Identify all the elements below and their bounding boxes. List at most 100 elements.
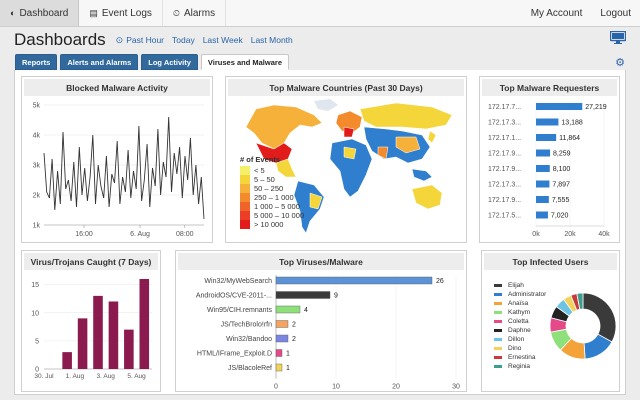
panel-title-requesters: Top Malware Requesters xyxy=(482,79,617,96)
virus-value-label: 1 xyxy=(286,351,290,358)
x-tick-label: 0k xyxy=(532,231,540,238)
range-last-month[interactable]: Last Month xyxy=(250,35,293,45)
list-icon: ▤ xyxy=(89,7,98,18)
map-asia xyxy=(359,102,453,164)
nav-alarms[interactable]: ⏲ Alarms xyxy=(163,0,227,26)
virus-value-label: 4 xyxy=(304,307,308,314)
virus-name-label: AndroidOS/CVE-2011-... xyxy=(196,293,272,300)
panel-blocked-malware: Blocked Malware Activity 1k 2k 3k 4k 5k 16:00… xyxy=(21,76,213,243)
tab-log-activity[interactable]: Log Activity xyxy=(141,54,198,70)
page-header: Dashboards ⊙ Past Hour Today Last Week L… xyxy=(14,30,626,50)
world-map xyxy=(245,99,453,234)
panel-title-countries: Top Malware Countries (Past 30 Days) xyxy=(228,79,464,96)
requester-bar xyxy=(536,165,550,172)
legend-swatch xyxy=(494,329,502,332)
infected-user-name: Kathym xyxy=(508,309,531,316)
panel-malware-countries: Top Malware Countries (Past 30 Days) xyxy=(225,76,467,243)
y-tick-label: 2k xyxy=(33,193,41,200)
settings-cogs-icon[interactable]: ⚙ xyxy=(615,57,625,69)
donut-slice xyxy=(582,292,617,343)
panel-title-viruses: Top Viruses/Malware xyxy=(178,253,464,270)
caught-bar xyxy=(124,329,134,369)
range-today[interactable]: Today xyxy=(172,35,195,45)
x-tick-label: 1. Aug xyxy=(66,373,85,380)
x-tick-label: 5. Aug xyxy=(127,373,146,380)
viruses-chart: 0 10 20 30 Win32/MyWebSearch 26 AndroidOS/CVE-… xyxy=(196,275,460,391)
monitor-icon[interactable] xyxy=(610,31,626,44)
tab-alerts-alarms[interactable]: Alerts and Alarms xyxy=(60,54,139,70)
virus-name-label: JS/BlacoleRef xyxy=(228,365,272,372)
map-legend-item: 1 000 – 5 000 xyxy=(240,202,304,211)
map-oceania xyxy=(411,168,443,210)
nav-my-account-label: My Account xyxy=(530,7,583,19)
requester-bar xyxy=(536,134,557,141)
requesters-chart: 172.17.7... 27,219 172.17.3... 13,188 172.17… xyxy=(488,101,610,238)
infected-user-name: Daphne xyxy=(508,327,531,334)
virus-bar xyxy=(275,291,331,299)
virus-value-label: 1 xyxy=(286,365,290,372)
x-tick-label: 6. Aug xyxy=(130,231,150,238)
infected-users-donut xyxy=(549,292,617,360)
caught-bar xyxy=(93,295,103,369)
caught-bar xyxy=(108,301,119,369)
infected-user-legend-item: Dino xyxy=(494,344,546,353)
panel-title-infected: Top Infected Users xyxy=(484,253,617,270)
map-legend-item: 5 000 – 10 000 xyxy=(240,211,304,220)
map-legend-label: 250 – 1 000 xyxy=(254,193,294,202)
y-tick-label: 0 xyxy=(35,367,39,374)
tab-reports[interactable]: Reports xyxy=(15,54,58,70)
nav-dashboard[interactable]: ◐ Dashboard xyxy=(0,0,80,26)
map-legend-label: 1 000 – 5 000 xyxy=(254,202,300,211)
tab-viruses-malware[interactable]: Viruses and Malware xyxy=(200,54,289,70)
requester-bar xyxy=(536,118,559,126)
infected-user-name: Dino xyxy=(508,345,522,352)
top-navbar: ◐ Dashboard ▤ Event Logs ⏲ Alarms My Accoun… xyxy=(0,0,640,27)
y-tick-label: 1k xyxy=(33,223,41,230)
y-tick-label: 10 xyxy=(31,310,39,317)
nav-event-logs[interactable]: ▤ Event Logs xyxy=(79,0,163,26)
y-tick-label: 15 xyxy=(31,282,39,289)
dashboard-content: Blocked Malware Activity 1k 2k 3k 4k 5k 16:00… xyxy=(14,70,626,395)
virus-bar xyxy=(275,349,283,357)
nav-event-logs-label: Event Logs xyxy=(101,7,152,19)
map-legend-swatch xyxy=(240,220,250,229)
infected-user-name: Reginia xyxy=(508,363,531,370)
infected-user-name: Dillon xyxy=(508,336,525,343)
infected-user-legend-item: Coletta xyxy=(494,317,546,326)
map-legend-item: < 5 xyxy=(240,166,304,175)
map-legend-swatch xyxy=(240,211,250,220)
map-legend-item: 250 – 1 000 xyxy=(240,193,304,202)
y-tick-label: 5k xyxy=(33,103,41,110)
requester-ip-label: 172.17.5... xyxy=(488,213,521,220)
infected-user-legend-item: Dillon xyxy=(494,335,546,344)
nav-logout[interactable]: Logout xyxy=(591,0,640,26)
legend-swatch xyxy=(494,320,502,323)
dashboard-icon: ◐ xyxy=(10,8,16,18)
requester-ip-label: 172.17.7... xyxy=(488,104,521,111)
range-past-hour[interactable]: Past Hour xyxy=(126,35,165,45)
nav-dashboard-label: Dashboard xyxy=(19,7,69,19)
infected-user-name: Coletta xyxy=(508,318,529,325)
requester-ip-label: 172.17.3... xyxy=(488,182,521,189)
map-legend-label: > 10 000 xyxy=(254,220,284,229)
legend-swatch xyxy=(494,284,502,287)
infected-user-legend-item: Anaïsa xyxy=(494,299,546,308)
x-tick-label: 08:00 xyxy=(176,231,194,238)
requester-value-label: 11,864 xyxy=(559,135,580,142)
requester-bar xyxy=(536,196,549,203)
infected-user-legend-item: Reginia xyxy=(494,362,546,371)
infected-user-name: Elijah xyxy=(508,282,524,289)
x-tick-label: 30 xyxy=(452,384,460,391)
range-last-week[interactable]: Last Week xyxy=(202,35,243,45)
donut-slice xyxy=(576,292,584,310)
virus-value-label: 2 xyxy=(292,322,296,329)
infected-user-name: Administrator xyxy=(508,291,547,298)
requester-bar xyxy=(536,103,583,110)
requester-value-label: 7,555 xyxy=(552,197,570,204)
requester-value-label: 13,188 xyxy=(561,120,583,127)
caught-bar xyxy=(77,318,88,369)
map-south-america xyxy=(293,180,325,234)
nav-my-account[interactable]: My Account xyxy=(522,0,592,26)
x-tick-label: 30. Jul xyxy=(34,373,54,380)
